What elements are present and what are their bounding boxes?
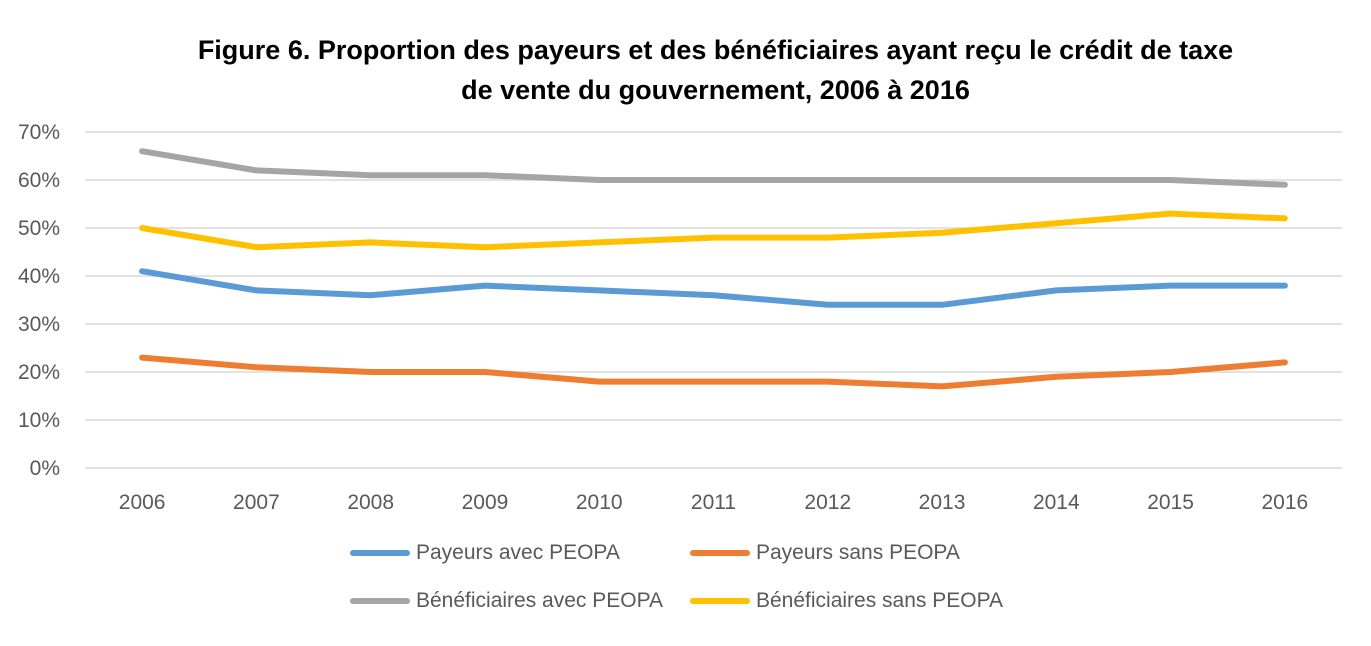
- legend-item-beneficiaires-sans-peopa: Bénéficiaires sans PEOPA: [690, 588, 1030, 614]
- x-axis-tick-labels: 2006 2007 2008 2009 2010 2011 2012 2013 2014 2015…: [119, 491, 1308, 514]
- x-tick-label: 2012: [804, 491, 851, 514]
- series-line-payeurs-sans-peopa: [139, 354, 1288, 390]
- series-line-payeurs-avec-peopa: [139, 268, 1288, 308]
- x-tick-label: 2009: [462, 491, 509, 514]
- legend-swatch: [690, 598, 750, 604]
- x-tick-label: 2011: [691, 491, 736, 514]
- chart-title-line-1: Figure 6. Proportion des payeurs et des …: [197, 35, 1234, 65]
- legend-item-payeurs-avec-peopa: Payeurs avec PEOPA: [350, 540, 690, 566]
- y-tick-label: 0%: [30, 457, 60, 480]
- y-tick-label: 50%: [18, 217, 60, 240]
- x-tick-label: 2006: [119, 491, 166, 514]
- legend-swatch: [350, 550, 410, 556]
- y-tick-label: 60%: [18, 169, 60, 192]
- x-tick-label: 2014: [1033, 491, 1080, 514]
- x-tick-label: 2016: [1262, 491, 1309, 514]
- x-tick-label: 2008: [347, 491, 394, 514]
- legend-label: Payeurs avec PEOPA: [416, 541, 620, 564]
- legend-label: Payeurs sans PEOPA: [756, 541, 960, 564]
- x-tick-label: 2015: [1147, 491, 1194, 514]
- legend-swatch: [350, 598, 410, 604]
- y-tick-label: 10%: [18, 409, 60, 432]
- x-tick-label: 2007: [233, 491, 280, 514]
- x-tick-label: 2013: [919, 491, 966, 514]
- chart-title: Figure 6. Proportion des payeurs et des …: [0, 30, 1371, 110]
- y-axis-tick-labels: 0% 10% 20% 30% 40% 50% 60% 70%: [18, 121, 60, 480]
- legend-label: Bénéficiaires avec PEOPA: [416, 589, 664, 612]
- y-tick-label: 20%: [18, 361, 60, 384]
- x-tick-label: 2010: [576, 491, 623, 514]
- legend-item-payeurs-sans-peopa: Payeurs sans PEOPA: [690, 540, 1030, 566]
- legend-item-beneficiaires-avec-peopa: Bénéficiaires avec PEOPA: [350, 588, 690, 614]
- chart-title-line-2: de vente du gouvernement, 2006 à 2016: [461, 75, 970, 105]
- legend: Payeurs avec PEOPA Payeurs sans PEOPA Bé…: [350, 540, 1070, 614]
- y-tick-label: 70%: [18, 121, 60, 144]
- y-tick-label: 30%: [18, 313, 60, 336]
- legend-swatch: [690, 550, 750, 556]
- series-line-beneficiaires-avec-peopa: [139, 148, 1288, 188]
- series-lines: [139, 148, 1288, 390]
- legend-label: Bénéficiaires sans PEOPA: [756, 589, 1004, 612]
- series-line-beneficiaires-sans-peopa: [139, 210, 1288, 251]
- y-tick-label: 40%: [18, 265, 60, 288]
